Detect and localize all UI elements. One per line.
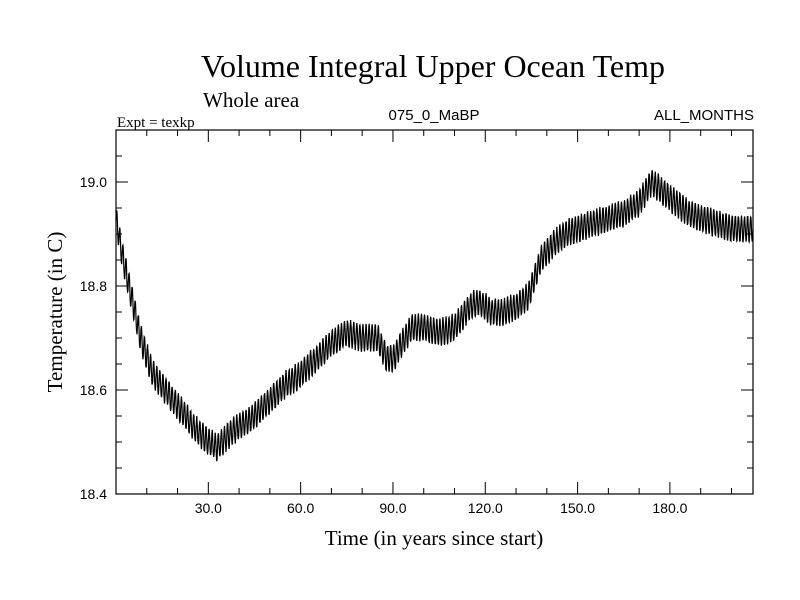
x-tick-label: 150.0 [560, 500, 595, 516]
y-tick-label: 19.0 [80, 174, 107, 190]
chart-title: Volume Integral Upper Ocean Temp [201, 48, 665, 84]
months-label: ALL_MONTHS [654, 107, 754, 124]
run-label: 075_0_MaBP [389, 107, 480, 124]
plot-area: 30.0 60.0 90.0 120.0 150.0 180.0 18.4 18.6 18.8… [80, 129, 754, 516]
x-tick-label: 120.0 [468, 500, 503, 516]
temperature-series-line [115, 170, 754, 462]
y-axis: 18.4 18.6 18.8 19.0 [80, 155, 753, 502]
x-tick-label: 90.0 [379, 500, 406, 516]
x-axis: 30.0 60.0 90.0 120.0 150.0 180.0 [146, 130, 732, 516]
y-tick-label: 18.6 [80, 382, 107, 398]
x-tick-label: 60.0 [287, 500, 314, 516]
y-tick-label: 18.8 [80, 278, 107, 294]
x-tick-label: 30.0 [195, 500, 222, 516]
expt-label: Expt = texkp [117, 115, 195, 131]
x-axis-label: Time (in years since start) [325, 526, 544, 550]
y-axis-label: Temperature (in C) [43, 232, 67, 393]
chart-subtitle: Whole area [203, 88, 300, 112]
x-tick-label: 180.0 [652, 500, 687, 516]
y-tick-label: 18.4 [80, 486, 107, 502]
